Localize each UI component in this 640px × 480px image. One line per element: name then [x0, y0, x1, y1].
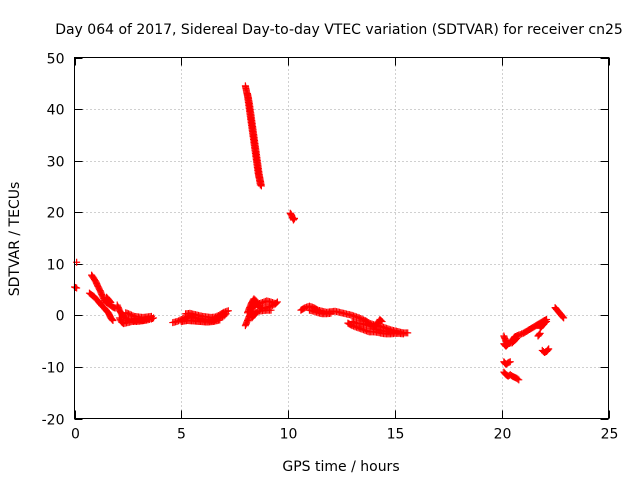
data-point — [544, 346, 552, 354]
data-point — [267, 306, 275, 314]
y-tick-label: 20 — [47, 206, 65, 222]
data-point — [108, 316, 116, 324]
x-tick-label: 20 — [494, 427, 512, 443]
data-point — [545, 345, 553, 353]
data-point — [535, 331, 543, 339]
data-point — [271, 299, 279, 307]
data-point — [515, 376, 523, 384]
y-tick-label: 0 — [56, 309, 65, 325]
data-point — [107, 298, 115, 306]
x-tick-label: 0 — [71, 427, 80, 443]
x-tick-label: 5 — [177, 427, 186, 443]
data-point — [106, 298, 114, 306]
y-tick-label: 40 — [47, 103, 65, 119]
data-point — [558, 312, 566, 320]
data-point — [391, 328, 399, 336]
data-points — [71, 82, 568, 384]
data-point — [404, 329, 412, 337]
data-point — [543, 318, 551, 326]
data-point — [541, 318, 549, 326]
y-tick-label: 30 — [47, 155, 65, 171]
x-tick-label: 15 — [387, 427, 405, 443]
data-point — [216, 316, 224, 324]
data-point — [147, 312, 155, 320]
data-point — [535, 330, 543, 338]
data-point — [399, 330, 407, 338]
x-tick-label: 25 — [601, 427, 619, 443]
data-point — [377, 317, 385, 325]
y-axis-label: SDTVAR / TECUs — [7, 182, 23, 297]
data-point — [506, 358, 514, 366]
data-point — [327, 309, 335, 317]
grid-lines — [74, 57, 609, 419]
y-tick-label: -10 — [42, 361, 65, 377]
data-point — [543, 347, 551, 355]
data-point — [105, 297, 113, 305]
data-point — [378, 318, 386, 326]
data-point — [224, 307, 232, 315]
x-tick-label: 10 — [280, 427, 298, 443]
data-point — [513, 335, 521, 343]
data-point — [514, 375, 522, 383]
axis-ticks: 0 5 10 15 20 25 -20 -10 0 10 20 30 40 50 — [42, 52, 619, 443]
data-point — [536, 329, 544, 337]
data-point — [257, 182, 265, 190]
plot-frame — [74, 57, 609, 419]
chart-title: Day 064 of 2017, Sidereal Day-to-day VTE… — [55, 22, 623, 38]
data-point — [512, 336, 520, 344]
data-point — [291, 214, 299, 222]
y-tick-label: 10 — [47, 258, 65, 274]
y-tick-label: -20 — [42, 413, 65, 429]
y-tick-label: 50 — [47, 52, 65, 68]
x-axis-label: GPS time / hours — [282, 459, 399, 475]
data-point — [560, 314, 568, 322]
data-point — [108, 315, 116, 323]
data-point — [559, 313, 567, 321]
data-point — [109, 317, 117, 325]
